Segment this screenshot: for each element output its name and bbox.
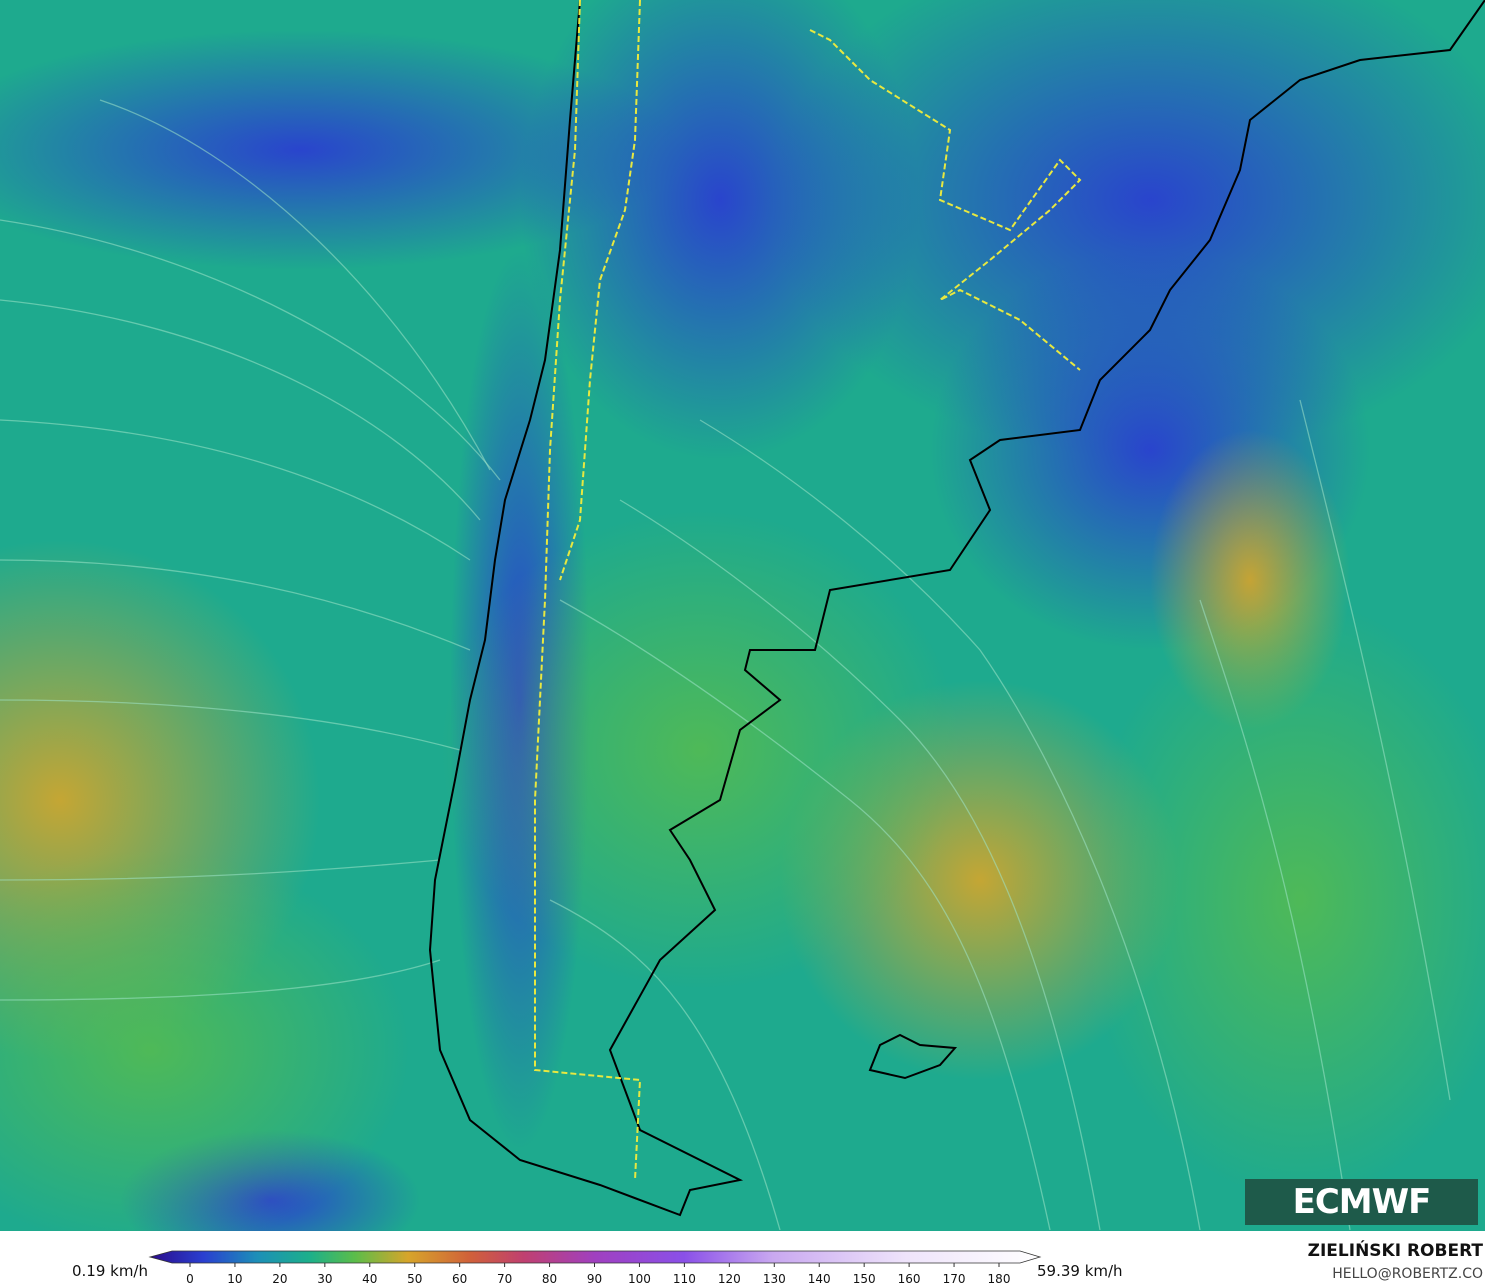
colorbar-tick-label: 100 xyxy=(628,1272,651,1286)
colorbar-tick-label: 180 xyxy=(988,1272,1011,1286)
colorbar-tick-label: 120 xyxy=(718,1272,741,1286)
colorbar-tick-label: 0 xyxy=(186,1272,194,1286)
colorbar-tick-label: 80 xyxy=(542,1272,557,1286)
colorbar-tick-label: 110 xyxy=(673,1272,696,1286)
colorbar-tick-label: 60 xyxy=(452,1272,467,1286)
colorbar-tick-label: 40 xyxy=(362,1272,377,1286)
colorbar-tick-label: 150 xyxy=(853,1272,876,1286)
colorbar-tick-label: 90 xyxy=(587,1272,602,1286)
colorbar-tick-label: 50 xyxy=(407,1272,422,1286)
colorbar-tick-label: 70 xyxy=(497,1272,512,1286)
logo: ECMWF xyxy=(1245,1179,1478,1225)
colorbar-min-label: 0.19 km/h xyxy=(72,1262,148,1280)
borders xyxy=(534,0,1082,1181)
colorbar-tick-label: 130 xyxy=(763,1272,786,1286)
coastline xyxy=(428,0,1485,1217)
author: ZIELIŃSKI ROBERT xyxy=(1308,1239,1484,1261)
colorbar-tick-label: 30 xyxy=(317,1272,332,1286)
contact: HELLO@ROBERTZ.CO xyxy=(1332,1266,1483,1282)
streamlines xyxy=(0,99,1451,1231)
colorbar-tick-label: 170 xyxy=(943,1272,966,1286)
colorbar: 0 10 20 30 40 50 60 70 80 90 100 110 120 130 140 150 160… xyxy=(148,1250,1042,1286)
colorbar-max-label: 59.39 km/h xyxy=(1037,1262,1123,1280)
colorbar-tick-label: 160 xyxy=(898,1272,921,1286)
colorbar-tick-label: 20 xyxy=(272,1272,287,1286)
falklands xyxy=(868,1033,958,1080)
colorbar-tick-label: 140 xyxy=(808,1272,831,1286)
colorbar-tick-label: 10 xyxy=(227,1272,242,1286)
